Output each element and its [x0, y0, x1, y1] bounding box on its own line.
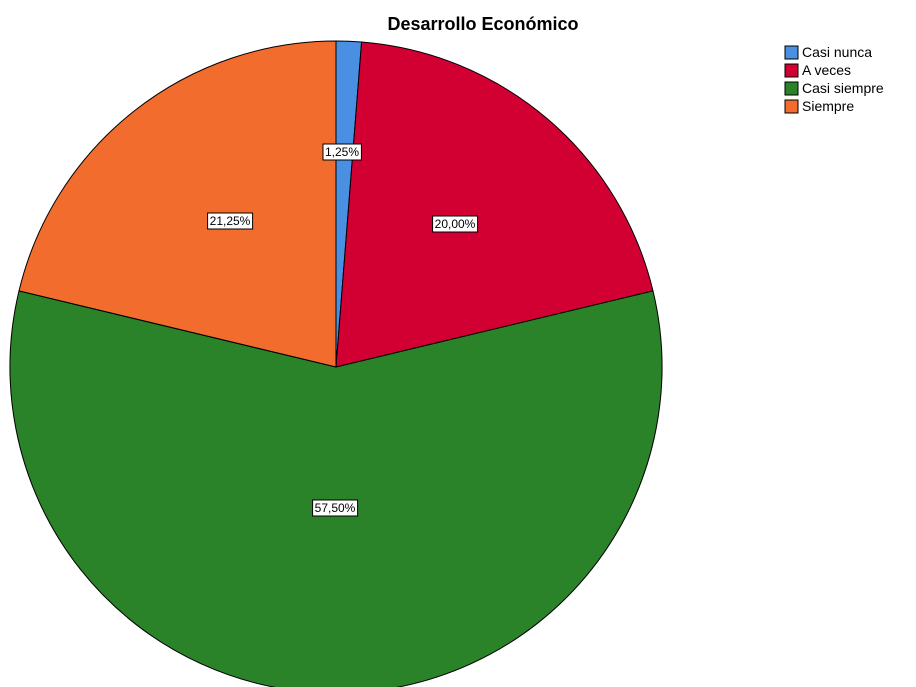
- legend-swatch: [784, 45, 799, 60]
- data-label-box: [312, 499, 359, 517]
- data-label-casi-siempre: 57,50%: [312, 499, 359, 517]
- legend-label: Siempre: [802, 98, 854, 114]
- data-label-a-veces: 20,00%: [432, 215, 479, 233]
- legend-label: Casi siempre: [802, 80, 884, 96]
- legend-swatch: [784, 63, 799, 78]
- pie-slice-siempre: [18, 40, 337, 368]
- data-label-siempre: 21,25%: [207, 212, 254, 230]
- pie-slices: [9, 40, 663, 687]
- data-label-box: [207, 212, 254, 230]
- legend-swatch: [784, 81, 799, 96]
- pie-slice-casi-siempre: [9, 290, 663, 687]
- pie-slice-a-veces: [335, 41, 654, 368]
- data-label-text: 20,00%: [435, 217, 476, 231]
- legend-item-casi-nunca: Casi nunca: [784, 44, 872, 60]
- chart-title: Desarrollo Económico: [387, 14, 578, 34]
- legend-item-siempre: Siempre: [784, 98, 854, 114]
- legend-label: A veces: [802, 62, 851, 78]
- chart-legend: Casi nunca A veces Casi siempre Siempre: [784, 44, 884, 114]
- legend-item-a-veces: A veces: [784, 62, 851, 78]
- legend-label: Casi nunca: [802, 44, 872, 60]
- legend-swatch: [784, 99, 799, 114]
- data-label-box: [432, 215, 479, 233]
- data-label-text: 1,25%: [325, 145, 359, 159]
- data-label-casi-nunca: 1,25%: [322, 143, 362, 161]
- data-label-text: 21,25%: [210, 214, 251, 228]
- data-label-text: 57,50%: [315, 501, 356, 515]
- legend-item-casi-siempre: Casi siempre: [784, 80, 884, 96]
- pie-data-labels: 1,25% 20,00% 57,50% 21,25%: [207, 143, 479, 517]
- data-label-box: [322, 143, 362, 161]
